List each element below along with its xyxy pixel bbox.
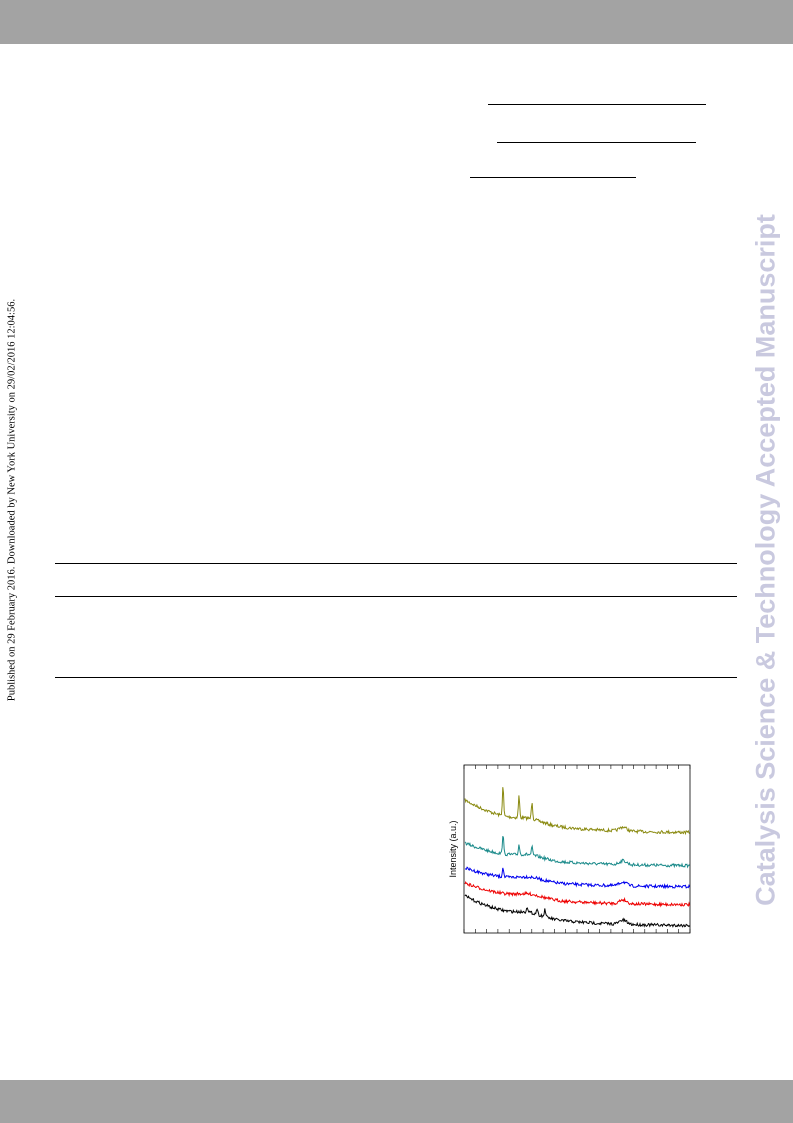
underline	[488, 104, 706, 105]
xrd-trace	[464, 836, 691, 869]
y-axis-label: Intensity (a.u.)	[448, 820, 458, 877]
underline	[470, 177, 636, 178]
header-bar	[0, 0, 793, 44]
xrd-trace	[464, 881, 691, 908]
xrd-trace	[464, 894, 691, 928]
xrd-trace	[464, 787, 691, 836]
xrd-trace	[464, 866, 691, 890]
table-rule	[55, 677, 737, 678]
table-rule	[55, 596, 737, 597]
underline	[497, 142, 696, 143]
table-rule	[55, 563, 737, 564]
plot-frame	[463, 764, 691, 934]
footer-bar	[0, 1080, 793, 1123]
